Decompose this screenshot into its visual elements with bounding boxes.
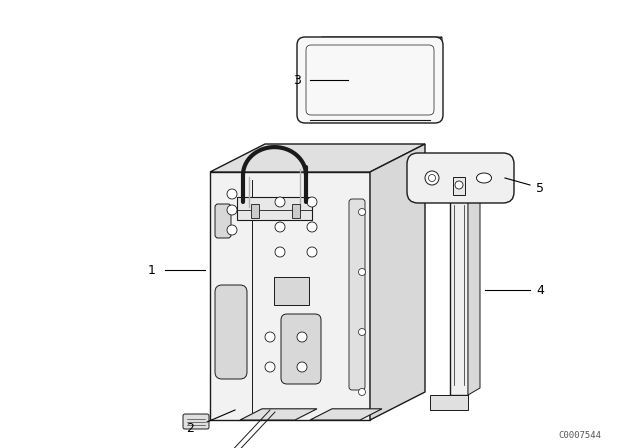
- FancyBboxPatch shape: [297, 37, 443, 123]
- FancyBboxPatch shape: [281, 314, 321, 384]
- Circle shape: [297, 332, 307, 342]
- Polygon shape: [310, 37, 442, 45]
- Circle shape: [297, 362, 307, 372]
- Circle shape: [275, 247, 285, 257]
- Text: 3: 3: [293, 73, 301, 86]
- Bar: [292, 204, 300, 218]
- Text: 5: 5: [536, 181, 544, 194]
- Polygon shape: [453, 177, 465, 195]
- FancyBboxPatch shape: [407, 153, 514, 203]
- Polygon shape: [210, 172, 370, 420]
- Circle shape: [307, 222, 317, 232]
- FancyBboxPatch shape: [215, 204, 231, 238]
- Circle shape: [265, 332, 275, 342]
- FancyBboxPatch shape: [215, 285, 247, 379]
- Polygon shape: [210, 144, 425, 172]
- Circle shape: [358, 328, 365, 336]
- FancyBboxPatch shape: [349, 199, 365, 390]
- Ellipse shape: [477, 173, 492, 183]
- Text: 1: 1: [148, 263, 156, 276]
- Circle shape: [455, 181, 463, 189]
- Circle shape: [307, 247, 317, 257]
- Polygon shape: [450, 195, 468, 395]
- Circle shape: [358, 388, 365, 396]
- Circle shape: [265, 362, 275, 372]
- Circle shape: [275, 222, 285, 232]
- Circle shape: [227, 205, 237, 215]
- FancyBboxPatch shape: [183, 414, 209, 429]
- Polygon shape: [237, 197, 312, 220]
- Polygon shape: [430, 37, 442, 120]
- Circle shape: [425, 171, 439, 185]
- Text: 4: 4: [536, 284, 544, 297]
- Bar: [251, 204, 259, 218]
- Text: C0007544: C0007544: [559, 431, 602, 439]
- Circle shape: [275, 197, 285, 207]
- Polygon shape: [430, 395, 468, 410]
- Text: 2: 2: [186, 422, 194, 435]
- Polygon shape: [310, 409, 382, 420]
- Circle shape: [227, 225, 237, 235]
- Circle shape: [358, 268, 365, 276]
- Bar: [274, 277, 309, 305]
- Polygon shape: [370, 144, 425, 420]
- Circle shape: [227, 189, 237, 199]
- Polygon shape: [468, 188, 480, 395]
- Circle shape: [358, 208, 365, 215]
- Polygon shape: [240, 409, 317, 420]
- Circle shape: [307, 197, 317, 207]
- Circle shape: [429, 175, 435, 181]
